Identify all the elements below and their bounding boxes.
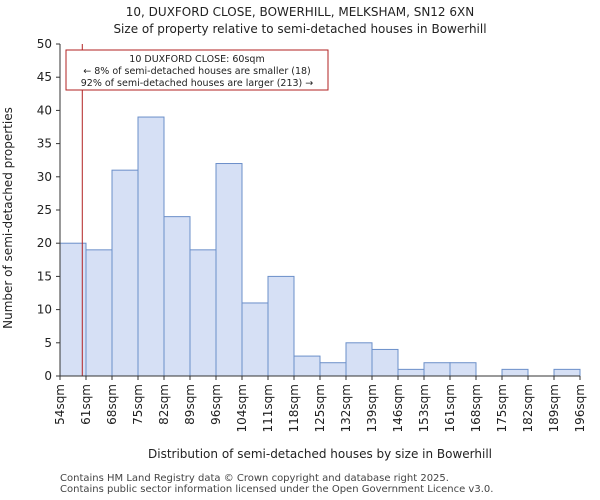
x-tick-label: 111sqm — [261, 384, 275, 432]
bar-111sqm — [267, 275, 295, 377]
x-tick-label: 89sqm — [183, 384, 197, 425]
x-tick-label: 82sqm — [157, 384, 171, 425]
y-tick-label: 10 — [37, 303, 52, 317]
x-tick-label: 168sqm — [469, 384, 483, 432]
bar-139sqm — [371, 348, 399, 377]
y-axis-label: Number of semi-detached properties — [1, 107, 15, 329]
y-tick-label: 35 — [37, 137, 52, 151]
x-tick-label: 125sqm — [313, 384, 327, 432]
x-tick-label: 146sqm — [391, 384, 405, 432]
chart-title: 10, DUXFORD CLOSE, BOWERHILL, MELKSHAM, … — [126, 5, 474, 19]
x-tick-label: 182sqm — [521, 384, 535, 432]
y-ticks-group: 0 5 10 15 20 25 30 35 40 45 50 — [37, 37, 60, 383]
annotation-line-1: 10 DUXFORD CLOSE: 60sqm — [129, 54, 264, 65]
bar-75sqm — [137, 116, 165, 377]
bar-104sqm — [241, 302, 269, 377]
x-axis-label: Distribution of semi-detached houses by … — [148, 447, 492, 461]
y-tick-label: 40 — [37, 103, 52, 117]
bar-175sqm — [501, 368, 529, 377]
y-tick-label: 5 — [44, 336, 52, 350]
x-tick-label: 153sqm — [417, 384, 431, 432]
bar-189sqm — [553, 368, 581, 377]
bar-118sqm — [293, 355, 321, 377]
annotation-box: 10 DUXFORD CLOSE: 60sqm ← 8% of semi-det… — [65, 49, 329, 91]
x-tick-label: 132sqm — [339, 384, 353, 432]
x-tick-label: 175sqm — [495, 384, 509, 432]
bar-68sqm — [111, 169, 139, 377]
bar-146sqm — [397, 368, 425, 377]
y-tick-label: 30 — [37, 170, 52, 184]
bar-161sqm — [449, 362, 477, 377]
bar-89sqm — [189, 249, 217, 377]
footer-line-2: Contains public sector information licen… — [60, 484, 494, 495]
bar-153sqm — [423, 362, 451, 377]
y-tick-label: 25 — [37, 203, 52, 217]
y-tick-label: 50 — [37, 37, 52, 51]
bar-82sqm — [163, 216, 191, 377]
bar-125sqm — [319, 362, 347, 377]
x-tick-label: 54sqm — [53, 384, 67, 425]
bar-54sqm — [59, 242, 87, 377]
y-tick-label: 0 — [44, 369, 52, 383]
x-tick-label: 118sqm — [287, 384, 301, 432]
bar-96sqm — [215, 163, 243, 377]
x-tick-label: 68sqm — [105, 384, 119, 425]
y-tick-label: 15 — [37, 269, 52, 283]
y-tick-label: 20 — [37, 236, 52, 250]
x-tick-label: 61sqm — [79, 384, 93, 425]
y-tick-label: 45 — [37, 70, 52, 84]
x-tick-label: 104sqm — [235, 384, 249, 432]
bar-61sqm — [85, 249, 113, 377]
bar-132sqm — [345, 342, 373, 377]
x-tick-label: 196sqm — [573, 384, 587, 432]
x-tick-label: 161sqm — [443, 384, 457, 432]
x-tick-label: 96sqm — [209, 384, 223, 425]
annotation-line-2: ← 8% of semi-detached houses are smaller… — [83, 66, 311, 77]
x-tick-label: 189sqm — [547, 384, 561, 432]
chart-subtitle: Size of property relative to semi-detach… — [113, 22, 486, 36]
x-ticks-group: 54sqm 61sqm 68sqm 75sqm 82sqm 89sqm 96sqm 104sq… — [53, 376, 587, 432]
x-tick-label: 139sqm — [365, 384, 379, 432]
bars-group — [59, 116, 581, 377]
footer-line-1: Contains HM Land Registry data © Crown c… — [60, 473, 449, 484]
x-tick-label: 75sqm — [131, 384, 145, 425]
annotation-line-3: 92% of semi-detached houses are larger (… — [81, 78, 314, 89]
